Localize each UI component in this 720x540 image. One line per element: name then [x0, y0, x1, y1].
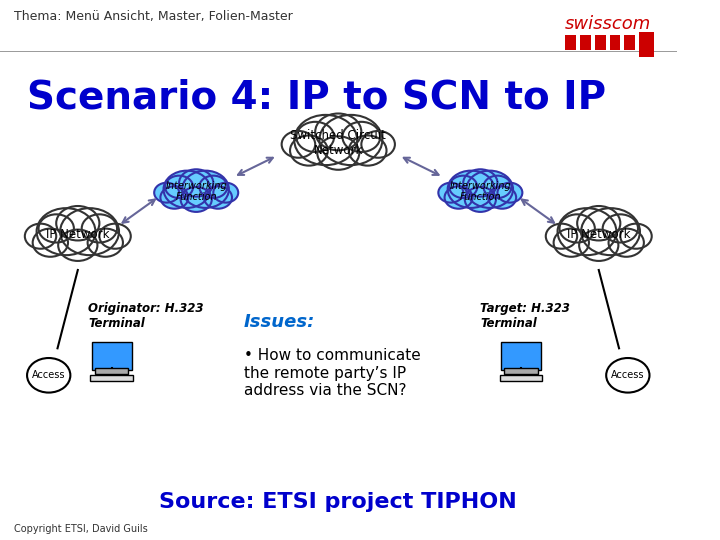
Circle shape: [60, 208, 119, 255]
Text: Access: Access: [611, 370, 644, 380]
Text: Target: H.323
Terminal: Target: H.323 Terminal: [480, 302, 570, 330]
Circle shape: [82, 214, 117, 242]
Circle shape: [467, 171, 513, 208]
Text: Copyright ETSI, David Guils: Copyright ETSI, David Guils: [14, 524, 148, 534]
Circle shape: [554, 228, 589, 256]
Circle shape: [606, 358, 649, 393]
Circle shape: [58, 230, 97, 261]
Circle shape: [32, 228, 68, 256]
Circle shape: [213, 183, 238, 202]
Circle shape: [465, 187, 496, 212]
Circle shape: [463, 169, 498, 197]
Text: Scenario 4: IP to SCN to IP: Scenario 4: IP to SCN to IP: [27, 78, 606, 116]
Circle shape: [161, 186, 189, 208]
Circle shape: [449, 176, 477, 198]
Circle shape: [448, 171, 495, 208]
Circle shape: [56, 206, 99, 240]
FancyBboxPatch shape: [500, 375, 542, 381]
Circle shape: [315, 113, 361, 150]
Circle shape: [37, 208, 96, 255]
Circle shape: [577, 206, 621, 240]
FancyBboxPatch shape: [501, 342, 541, 370]
Circle shape: [39, 214, 74, 242]
Circle shape: [99, 224, 131, 249]
Circle shape: [603, 214, 638, 242]
Circle shape: [488, 186, 516, 208]
Circle shape: [290, 136, 328, 166]
Circle shape: [579, 230, 618, 261]
FancyBboxPatch shape: [95, 368, 128, 374]
Circle shape: [621, 224, 652, 249]
Circle shape: [498, 183, 523, 202]
Text: Thema: Menü Ansicht, Master, Folien-Master: Thema: Menü Ansicht, Master, Folien-Mast…: [14, 10, 292, 23]
Circle shape: [24, 224, 56, 249]
Circle shape: [154, 183, 179, 202]
Circle shape: [557, 208, 616, 255]
FancyBboxPatch shape: [624, 35, 635, 50]
FancyBboxPatch shape: [639, 32, 654, 57]
Circle shape: [343, 122, 380, 152]
Circle shape: [199, 176, 228, 198]
Circle shape: [546, 224, 577, 249]
Text: Originator: H.323
Terminal: Originator: H.323 Terminal: [88, 302, 204, 330]
Text: Switched Circuit
Network: Switched Circuit Network: [290, 129, 386, 157]
FancyBboxPatch shape: [595, 35, 606, 50]
Circle shape: [581, 208, 640, 255]
FancyBboxPatch shape: [610, 35, 621, 50]
Text: Interworking
Function: Interworking Function: [166, 181, 227, 202]
Text: Source: ETSI project TIPHON: Source: ETSI project TIPHON: [159, 492, 517, 512]
FancyBboxPatch shape: [505, 368, 538, 374]
Text: Issues:: Issues:: [243, 313, 315, 331]
Circle shape: [181, 187, 212, 212]
Circle shape: [348, 136, 387, 166]
Circle shape: [282, 131, 315, 158]
Circle shape: [438, 183, 463, 202]
Circle shape: [163, 171, 210, 208]
FancyBboxPatch shape: [91, 342, 132, 370]
Text: • How to communicate
the remote party’s IP
address via the SCN?: • How to communicate the remote party’s …: [243, 348, 420, 398]
Circle shape: [318, 136, 359, 170]
Circle shape: [559, 214, 595, 242]
Circle shape: [608, 228, 644, 256]
Text: Access: Access: [32, 370, 66, 380]
Circle shape: [361, 131, 395, 158]
Text: IP Network: IP Network: [567, 228, 631, 241]
Circle shape: [182, 171, 229, 208]
FancyBboxPatch shape: [565, 35, 576, 50]
Circle shape: [483, 176, 511, 198]
Circle shape: [297, 122, 334, 152]
Circle shape: [204, 186, 232, 208]
FancyBboxPatch shape: [90, 375, 133, 381]
Text: IP Network: IP Network: [46, 228, 109, 241]
Text: Interworking
Function: Interworking Function: [449, 181, 511, 202]
Text: swisscom: swisscom: [565, 15, 651, 33]
Circle shape: [320, 115, 382, 165]
Circle shape: [88, 228, 123, 256]
Circle shape: [294, 115, 357, 165]
Circle shape: [27, 358, 71, 393]
FancyBboxPatch shape: [580, 35, 590, 50]
Circle shape: [179, 169, 213, 197]
Circle shape: [165, 176, 193, 198]
Circle shape: [444, 186, 472, 208]
